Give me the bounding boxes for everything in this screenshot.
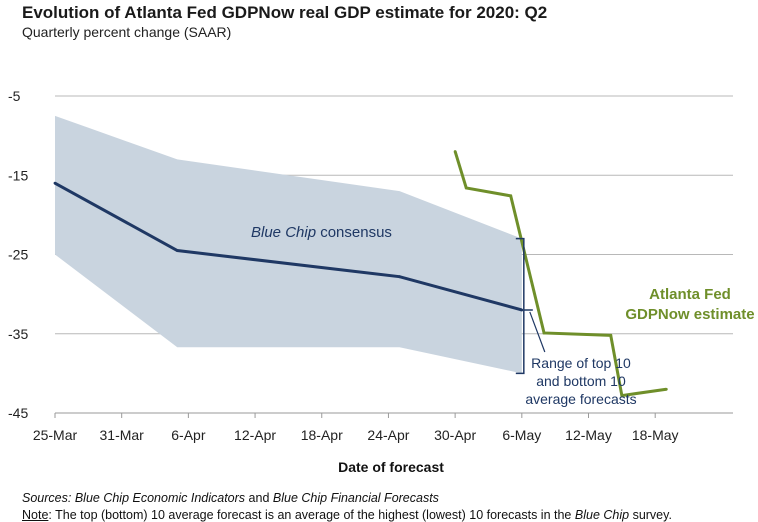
x-tick-label: 6-Apr xyxy=(171,427,206,443)
x-tick-label: 12-Apr xyxy=(234,427,276,443)
consensus-point xyxy=(53,181,57,185)
range-band xyxy=(55,115,522,374)
range-leader-line xyxy=(529,311,546,353)
note-label: Note xyxy=(22,508,49,522)
x-axis-title: Date of forecast xyxy=(338,459,444,475)
range-label-line: and bottom 10 xyxy=(536,373,626,389)
x-tick-label: 18-Apr xyxy=(301,427,343,443)
range-label-line: Range of top 10 xyxy=(531,355,631,371)
range-bracket xyxy=(515,237,533,375)
gdpnow-point xyxy=(509,194,513,198)
sources-line: Sources: Blue Chip Economic Indicators a… xyxy=(22,491,439,505)
x-tick-label: 6-May xyxy=(502,427,541,443)
sources-pub-2: Blue Chip Financial Forecasts xyxy=(272,491,439,505)
gdpnow-point xyxy=(542,331,546,335)
gdp-chart: -5 -15 -25 -35 -45 25-Mar 31-Mar 6-Apr 12-Apr 18-… xyxy=(8,88,755,475)
sources-pub-1: Blue Chip Economic Indicators xyxy=(74,491,246,505)
gdpnow-label-line: Atlanta Fed xyxy=(649,286,731,303)
y-tick-label: -5 xyxy=(8,88,21,104)
x-tick-label: 12-May xyxy=(565,427,612,443)
gdpnow-point xyxy=(664,387,668,391)
consensus-point xyxy=(520,308,524,312)
x-tick-label: 25-Mar xyxy=(33,427,78,443)
gdpnow-point xyxy=(620,394,624,397)
gdpnow-point xyxy=(609,333,613,337)
y-tick-label: -25 xyxy=(8,247,28,263)
x-tick-label: 18-May xyxy=(632,427,679,443)
y-tick-label: -45 xyxy=(8,405,28,421)
y-tick-label: -15 xyxy=(8,167,28,183)
sources-label: Sources: xyxy=(22,491,72,505)
note-pub: Blue Chip xyxy=(574,508,630,522)
chart-title: Evolution of Atlanta Fed GDPNow real GDP… xyxy=(22,3,548,22)
x-tick-label: 24-Apr xyxy=(367,427,409,443)
gdpnow-point xyxy=(464,186,468,190)
consensus-point xyxy=(175,249,179,252)
y-tick-label: -35 xyxy=(8,326,28,342)
chart-subtitle: Quarterly percent change (SAAR) xyxy=(22,24,232,40)
gdpnow-label-line: GDPNow estimate xyxy=(625,306,754,323)
x-tick-label: 30-Apr xyxy=(434,427,476,443)
x-tick-label: 31-Mar xyxy=(100,427,145,443)
note-text-after: survey. xyxy=(632,508,672,522)
consensus-label: Blue Chip consensus xyxy=(251,224,392,241)
sources-and: and xyxy=(248,491,270,505)
note-line: Note: The top (bottom) 10 average foreca… xyxy=(22,508,672,522)
consensus-point xyxy=(398,275,401,279)
note-text-before: : The top (bottom) 10 average forecast i… xyxy=(48,508,572,522)
gdpnow-point xyxy=(453,150,457,153)
range-label-line: average forecasts xyxy=(525,391,636,407)
consensus-line xyxy=(54,181,523,312)
